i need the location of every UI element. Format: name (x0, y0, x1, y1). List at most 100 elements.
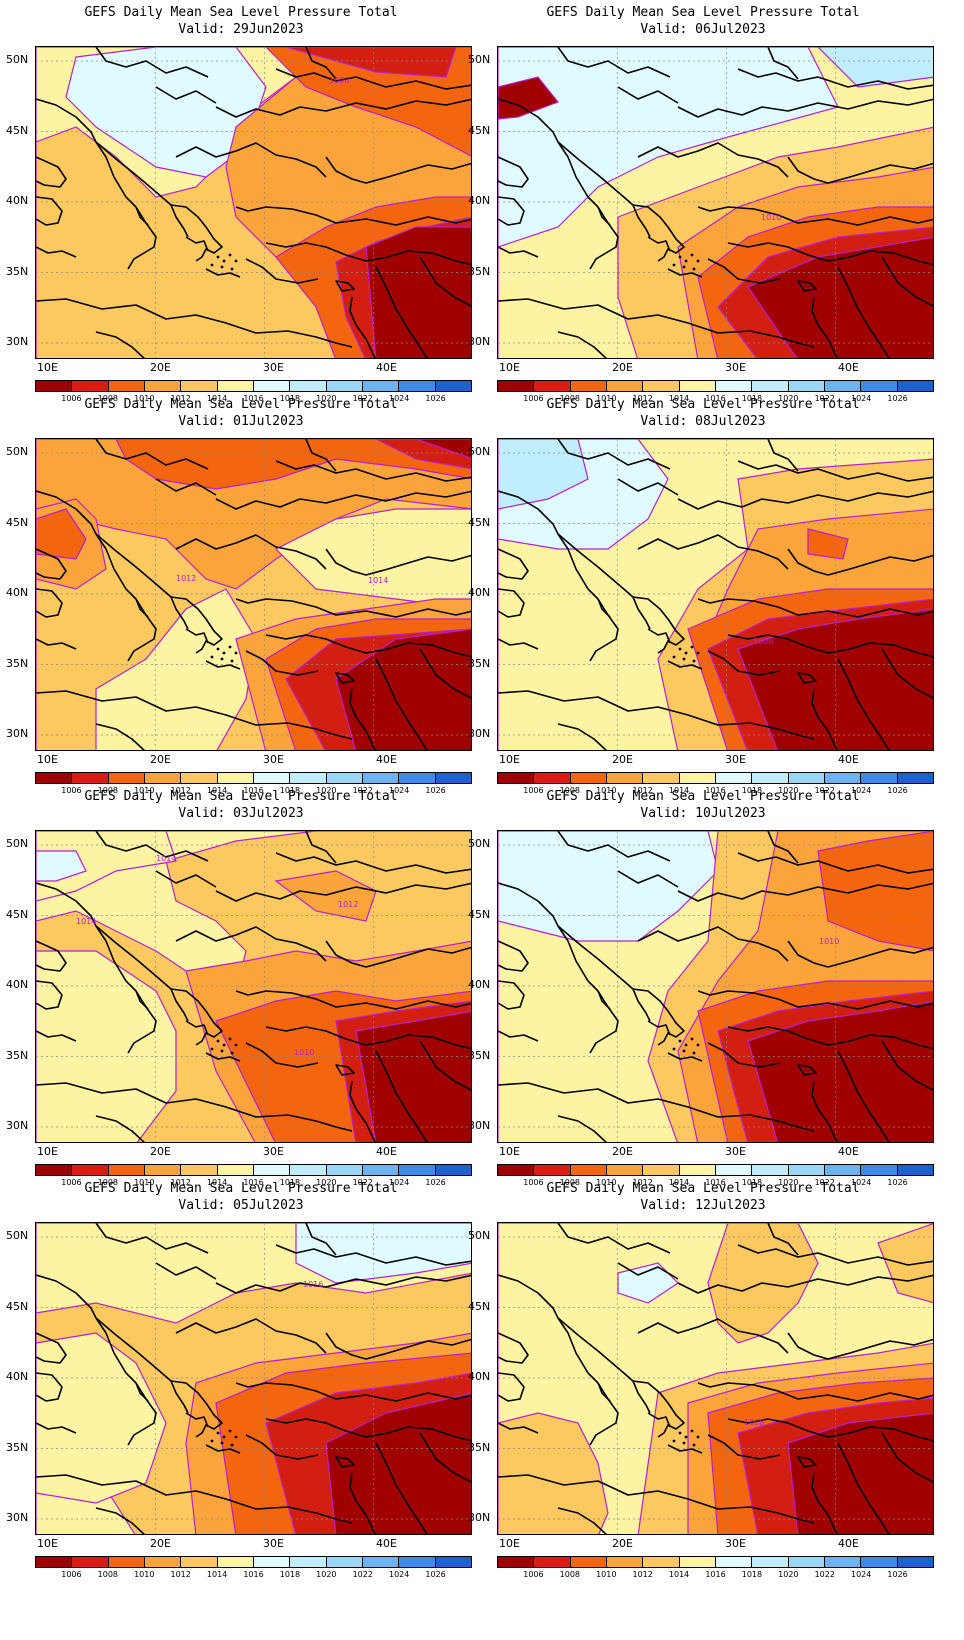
colorbar-label: 1026 (425, 1178, 446, 1187)
island (222, 259, 226, 263)
coastline (185, 236, 209, 252)
longitude-label: 20E (150, 753, 171, 766)
colorbar-label: 1006 (61, 394, 82, 403)
pressure-region (365, 226, 471, 358)
colorbar-swatch (606, 773, 644, 783)
colorbar-label: 1022 (352, 1178, 373, 1187)
coastline (36, 980, 63, 1010)
colorbar-swatch (362, 381, 400, 391)
coastline (95, 331, 146, 358)
coastline (215, 1274, 471, 1294)
island (692, 1443, 696, 1447)
colorbar-label: 1018 (741, 786, 763, 795)
coastline (36, 548, 67, 580)
coastline (727, 1026, 933, 1050)
latitude-label: 30N (6, 335, 29, 348)
coastline (557, 1507, 608, 1534)
colorbar-swatch (362, 773, 400, 783)
coastline (737, 68, 933, 90)
coastline (837, 266, 890, 358)
colorbar-swatch (824, 1557, 862, 1567)
panel-valid-date: Valid: 06Jul2023 (640, 22, 766, 37)
coastline (767, 439, 799, 472)
coastline (498, 1030, 539, 1042)
island (210, 1047, 214, 1051)
coastline (375, 1442, 428, 1534)
map-panel: GEFS Daily Mean Sea Level Pressure Total… (462, 0, 944, 410)
pressure-map-svg: 1016 (36, 1223, 471, 1534)
coastline (95, 1115, 146, 1142)
latitude-label: 45N (468, 1299, 491, 1313)
panel-valid-date: Valid: 03Jul2023 (178, 806, 304, 821)
colorbar-swatch (290, 1165, 327, 1175)
colorbar-swatch (435, 381, 471, 391)
colorbar-label: 1012 (632, 1570, 653, 1579)
longitude-label: 30E (263, 753, 284, 766)
coastline (597, 1382, 611, 1402)
colorbar-label: 1022 (814, 1570, 835, 1579)
pressure-region (36, 508, 87, 560)
colorbar-swatch (534, 381, 571, 391)
coastline (667, 660, 703, 670)
panel-title: GEFS Daily Mean Sea Level Pressure Total (84, 397, 398, 412)
colorbar-swatch (72, 773, 109, 783)
coastline (175, 142, 327, 178)
colorbar-swatch (72, 1165, 109, 1175)
colorbar-swatch (752, 1165, 789, 1175)
contour-label: 1010 (761, 213, 781, 222)
coastline (325, 940, 471, 968)
pressure-region (498, 439, 589, 510)
colorbar-label: 1014 (206, 1178, 228, 1187)
colorbar-label: 1020 (316, 394, 337, 403)
pressure-region (274, 870, 377, 922)
panel-title: GEFS Daily Mean Sea Level Pressure Total (84, 1181, 398, 1196)
colorbar-label: 1014 (206, 394, 228, 403)
colorbar-label: 1008 (97, 1178, 119, 1187)
island (672, 1439, 676, 1443)
colorbar-swatch (606, 1165, 644, 1175)
contour-label: 1014 (368, 576, 388, 585)
colorbar-label: 1024 (388, 1178, 410, 1187)
pressure-map: 1008 (497, 1222, 934, 1535)
colorbar-label: 1010 (596, 394, 617, 403)
coastline (175, 1318, 327, 1354)
pressure-region (498, 47, 839, 248)
island (210, 263, 214, 267)
colorbar-label: 1010 (596, 786, 617, 795)
coastline (697, 990, 933, 1010)
island (690, 253, 694, 257)
latitude-label: 40N (468, 586, 491, 599)
longitude-label: 10E (499, 753, 520, 766)
panel-valid-date: Valid: 05Jul2023 (178, 1198, 304, 1213)
colorbar-label: 1014 (668, 394, 690, 403)
island (228, 645, 232, 649)
coastline (557, 723, 608, 750)
colorbar (35, 380, 472, 392)
coastline (881, 1040, 933, 1091)
colorbar-label: 1016 (705, 1178, 726, 1187)
coastline (697, 598, 933, 618)
panel-title: GEFS Daily Mean Sea Level Pressure Total (84, 789, 398, 804)
longitude-label: 20E (150, 1537, 171, 1550)
island (696, 259, 700, 263)
latitude-label: 50N (468, 53, 491, 66)
pressure-region (36, 1332, 167, 1504)
longitude-label: 20E (150, 361, 171, 374)
pressure-region (65, 47, 267, 178)
colorbar (35, 772, 472, 784)
latitude-label: 35N (468, 656, 491, 670)
coastline (787, 1332, 933, 1360)
coastline (498, 1372, 525, 1402)
colorbar-label: 1014 (206, 1570, 228, 1579)
coastline (647, 236, 671, 252)
coastline (349, 1472, 376, 1534)
colorbar (35, 1556, 472, 1568)
coastline (36, 690, 353, 740)
colorbar-label: 1016 (243, 1178, 264, 1187)
coastline (36, 1474, 353, 1524)
coastline (175, 534, 327, 570)
colorbar-swatch (217, 1557, 254, 1567)
colorbar (35, 1164, 472, 1176)
colorbar-label: 1012 (170, 394, 191, 403)
colorbar-label: 1024 (850, 1178, 872, 1187)
